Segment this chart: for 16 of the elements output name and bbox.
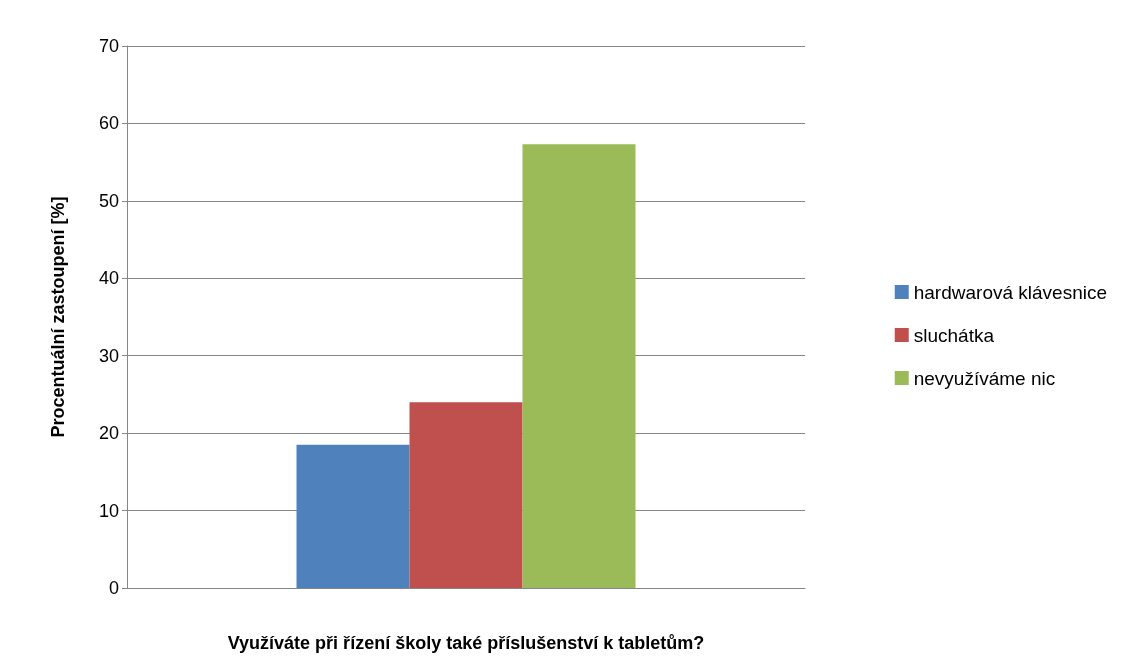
bar [409,402,523,588]
y-tick-label: 30 [98,345,119,366]
y-tick-label: 40 [98,268,119,289]
y-tick-label: 60 [98,113,119,134]
y-tick-label: 10 [98,500,119,521]
y-tick-label: 70 [98,36,119,56]
y-tick-label: 0 [108,578,119,598]
legend-label: nevyužíváme nic [913,367,1056,389]
legend-label: hardwarová klávesnice [913,281,1107,303]
y-tick-label: 20 [98,423,119,444]
bar [296,444,410,588]
y-tick-label: 50 [98,190,119,211]
legend-label: sluchátka [913,324,995,346]
x-axis-title: Využíváte při řízení školy také příslušenství k tabletům? [227,633,705,653]
y-axis-title: Procentuální zastoupení [%] [48,196,68,438]
bar [522,144,636,588]
